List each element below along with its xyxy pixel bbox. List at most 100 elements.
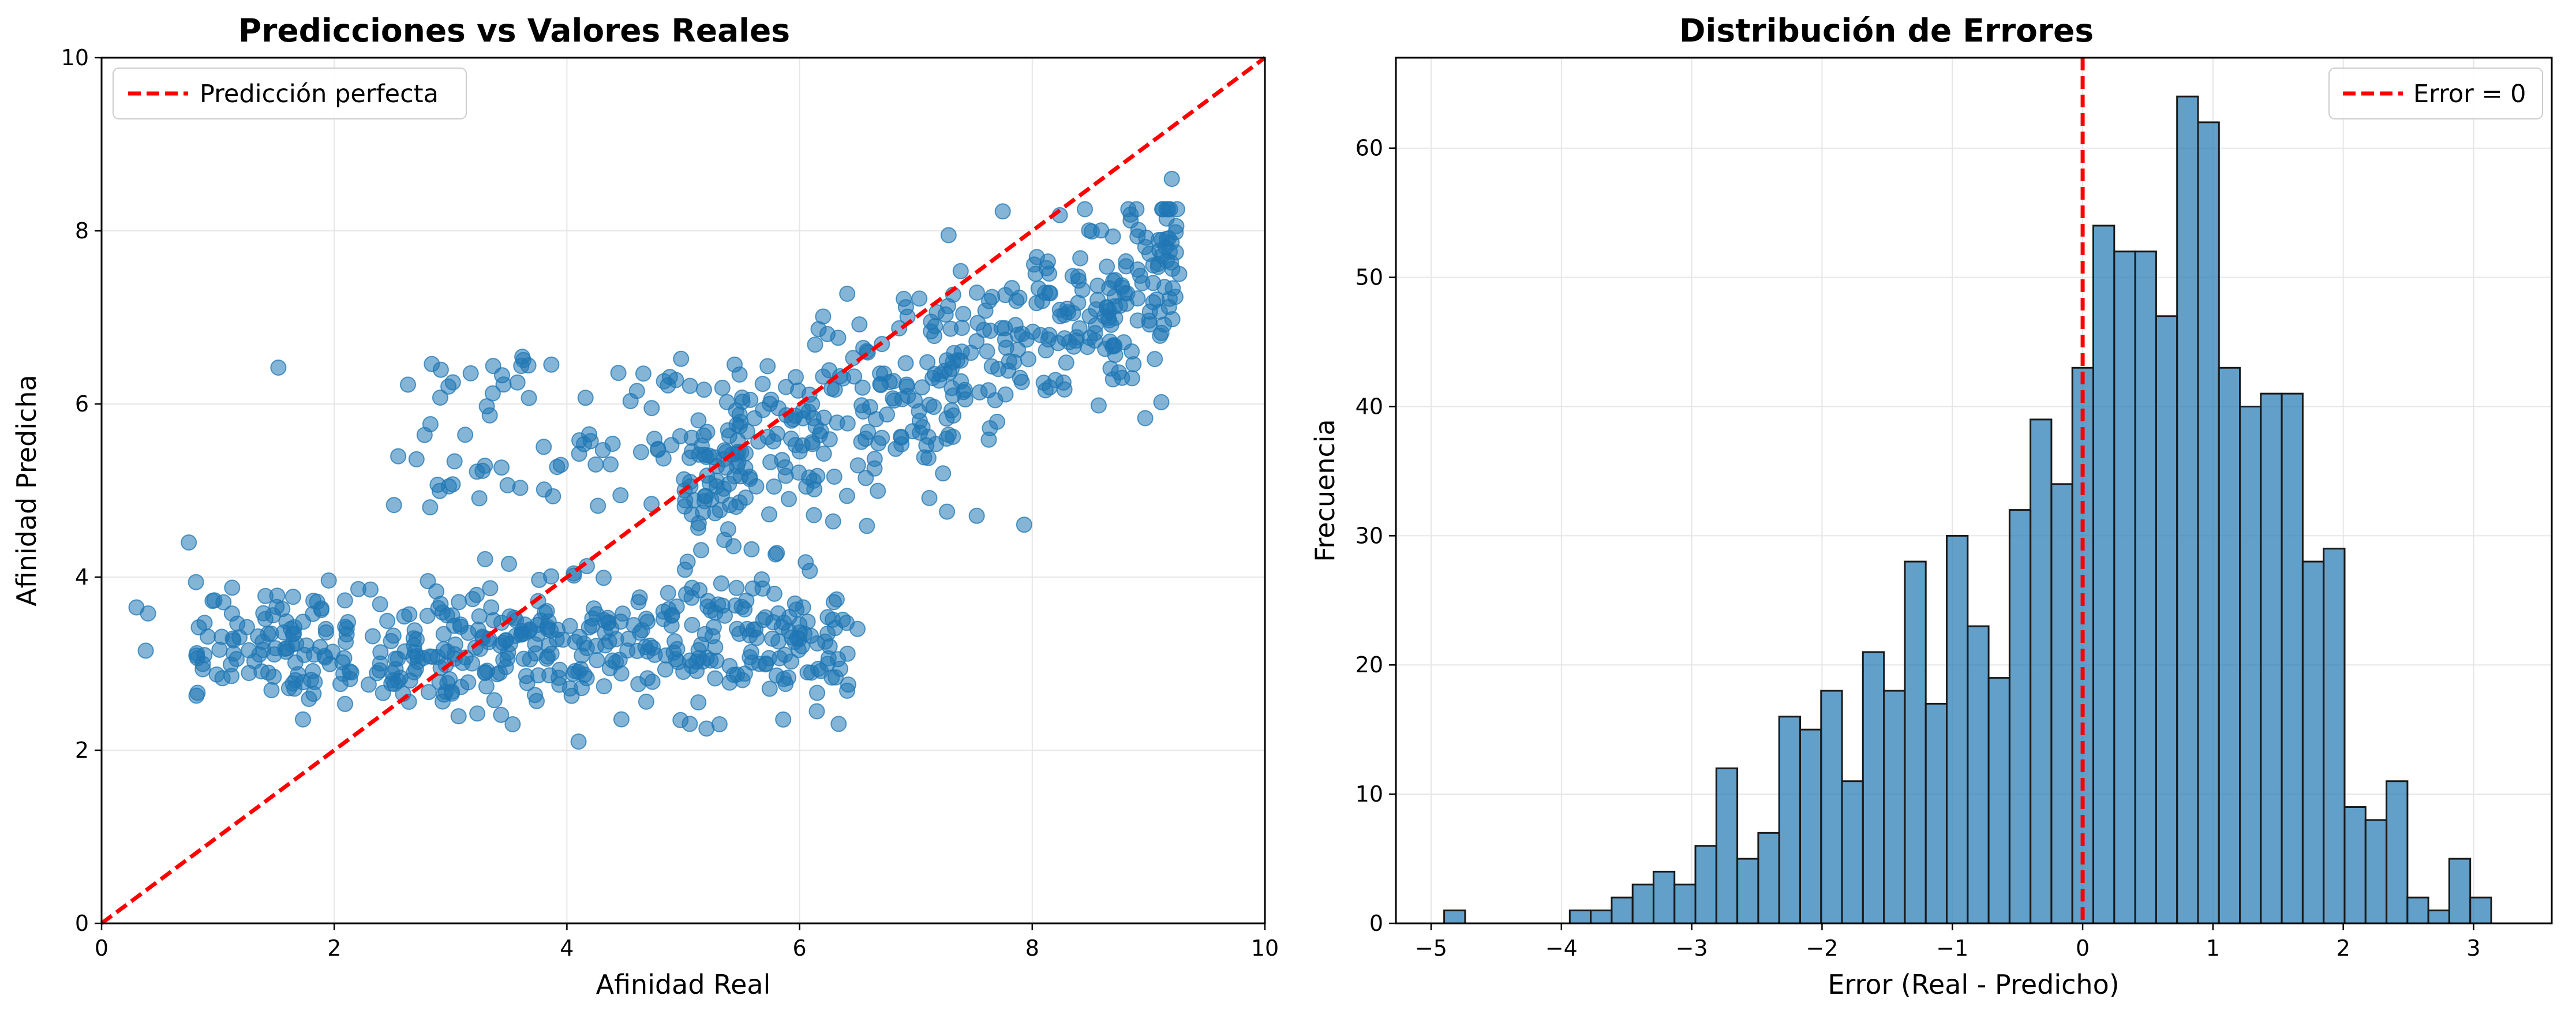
x-tick-label: 1 bbox=[2206, 935, 2220, 961]
histogram-bar bbox=[1631, 884, 1654, 925]
scatter-point bbox=[385, 627, 402, 644]
x-tick-label: 3 bbox=[2466, 935, 2480, 961]
scatter-point bbox=[196, 615, 213, 631]
scatter-point bbox=[936, 362, 953, 379]
scatter-point bbox=[943, 402, 960, 419]
scatter-point bbox=[638, 693, 654, 710]
scatter-point bbox=[1114, 279, 1130, 296]
scatter-point bbox=[943, 380, 960, 396]
histogram-bars bbox=[1443, 95, 2492, 925]
scatter-point bbox=[229, 615, 246, 632]
scatter-point bbox=[677, 492, 694, 509]
scatter-point bbox=[698, 720, 715, 737]
histogram-bar bbox=[1590, 910, 1613, 925]
histogram-bar bbox=[2281, 392, 2304, 925]
scatter-point bbox=[660, 585, 676, 601]
scatter-point bbox=[759, 358, 776, 375]
scatter-point bbox=[471, 490, 488, 507]
scatter-point bbox=[968, 285, 985, 301]
scatter-point bbox=[1153, 324, 1170, 341]
scatter-point bbox=[663, 437, 680, 454]
scatter-point bbox=[628, 383, 645, 399]
scatter-point bbox=[432, 390, 448, 406]
scatter-point bbox=[335, 665, 352, 682]
legend: Predicción perfecta bbox=[113, 68, 467, 119]
scatter-point bbox=[589, 652, 605, 668]
scatter-point bbox=[804, 396, 821, 413]
scatter-point bbox=[830, 716, 847, 732]
scatter-point bbox=[708, 478, 725, 495]
x-axis-label: Error (Real - Predicho) bbox=[1828, 969, 2119, 1000]
scatter-point bbox=[661, 369, 678, 386]
scatter-point bbox=[214, 670, 231, 687]
scatter-point bbox=[440, 378, 457, 395]
scatter-point bbox=[1145, 294, 1162, 310]
scatter-point bbox=[849, 620, 866, 637]
scatter-point bbox=[540, 648, 556, 665]
scatter-point bbox=[551, 669, 567, 686]
scatter-point bbox=[1129, 261, 1146, 278]
scatter-point bbox=[806, 507, 822, 523]
scatter-point bbox=[284, 626, 301, 642]
scatter-point bbox=[1081, 222, 1098, 239]
scatter-point bbox=[1056, 381, 1073, 398]
scatter-point bbox=[495, 376, 512, 393]
scatter-point bbox=[379, 613, 396, 629]
legend-box bbox=[113, 68, 467, 119]
scatter-point bbox=[857, 431, 874, 447]
scatter-point bbox=[278, 643, 294, 660]
scatter-point bbox=[731, 494, 748, 511]
scatter-point bbox=[787, 595, 803, 612]
scatter-point bbox=[1134, 275, 1151, 291]
scatter-point bbox=[928, 436, 944, 452]
histogram-bar bbox=[1652, 870, 1676, 925]
scatter-point bbox=[596, 678, 612, 695]
perfect-prediction-line bbox=[100, 56, 1267, 925]
scatter-point bbox=[1037, 285, 1054, 301]
scatter-point bbox=[435, 693, 451, 710]
scatter-point bbox=[518, 668, 534, 684]
scatter-point bbox=[911, 290, 928, 307]
scatter-point bbox=[263, 682, 280, 698]
scatter-point bbox=[613, 711, 630, 728]
y-tick-label: 6 bbox=[75, 391, 89, 417]
scatter-point bbox=[727, 356, 743, 373]
scatter-point bbox=[1104, 228, 1121, 245]
scatter-point bbox=[682, 377, 698, 394]
plot-frame bbox=[1395, 57, 2553, 925]
histogram-bar bbox=[1694, 845, 1717, 925]
scatter-point bbox=[435, 604, 451, 621]
histogram-bar bbox=[2218, 366, 2241, 925]
scatter-point bbox=[452, 616, 469, 633]
histogram-bar bbox=[1778, 716, 1801, 925]
scatter-point bbox=[320, 572, 337, 589]
scatter-point bbox=[1089, 278, 1106, 294]
scatter-point bbox=[429, 477, 446, 493]
scatter-point bbox=[825, 513, 841, 530]
plot-frame bbox=[100, 57, 1266, 925]
histogram-bar bbox=[2406, 896, 2429, 925]
scatter-point bbox=[536, 481, 552, 498]
scatter-point bbox=[762, 454, 779, 470]
scatter-point bbox=[828, 591, 845, 608]
x-tick-label: 4 bbox=[560, 935, 574, 961]
scatter-point bbox=[469, 586, 485, 603]
scatter-point bbox=[698, 448, 715, 465]
chart-title: Distribución de Errores bbox=[1679, 12, 2094, 49]
scatter-point bbox=[301, 691, 317, 708]
scatter-point bbox=[994, 203, 1011, 220]
scatter-point bbox=[684, 616, 701, 633]
x-tick-label: 2 bbox=[2337, 935, 2350, 961]
scatter-point bbox=[866, 451, 883, 467]
histogram-bar bbox=[2260, 392, 2283, 925]
scatter-point bbox=[803, 664, 819, 681]
scatter-point bbox=[453, 679, 470, 695]
scatter-point bbox=[1058, 354, 1074, 371]
scatter-points bbox=[128, 171, 1188, 750]
histogram-bar bbox=[2448, 858, 2472, 925]
scatter-point bbox=[830, 330, 847, 346]
scatter-point bbox=[137, 642, 154, 659]
scatter-point bbox=[808, 703, 825, 720]
scatter-point bbox=[444, 476, 461, 493]
scatter-point bbox=[1161, 290, 1178, 307]
